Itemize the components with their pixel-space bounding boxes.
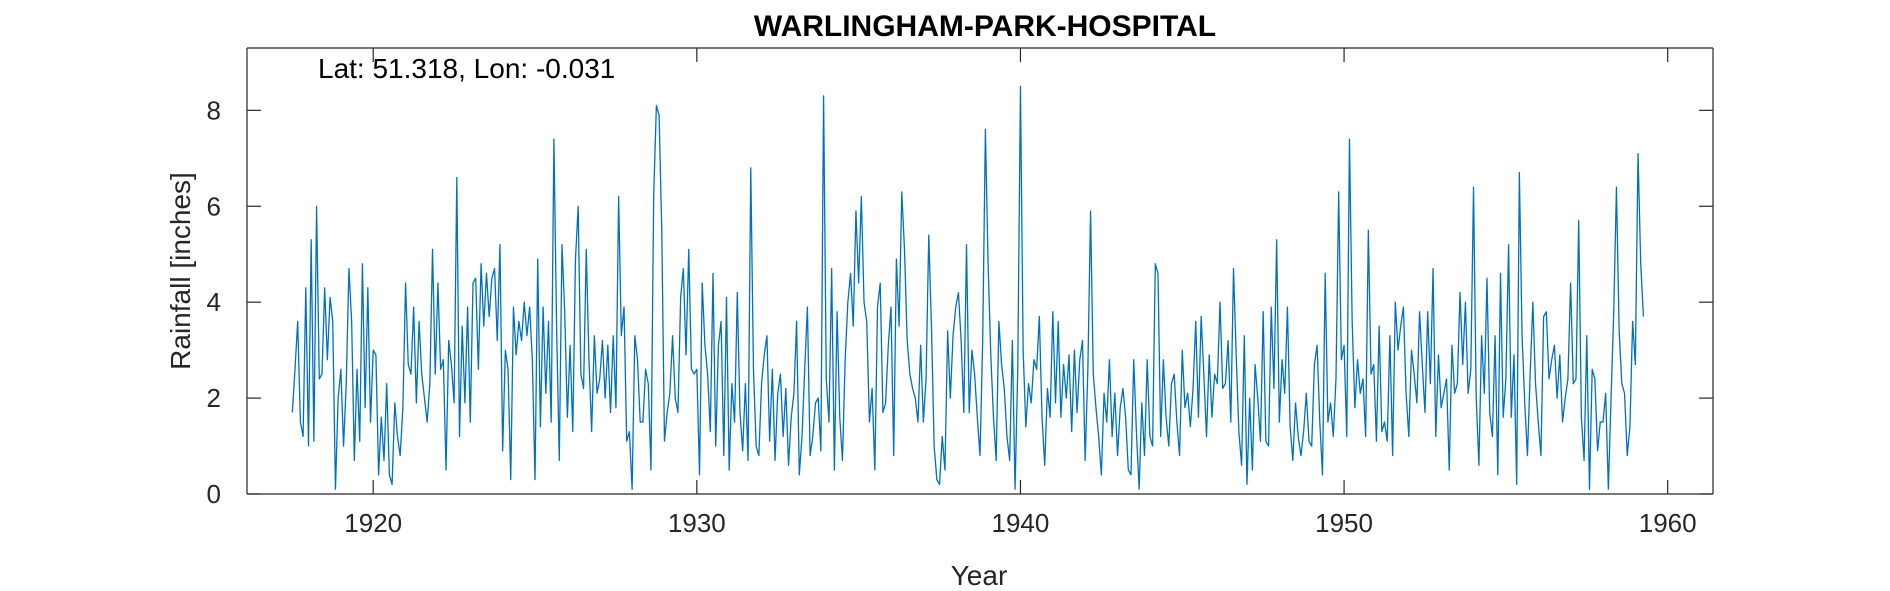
x-tick-label: 1920 bbox=[344, 508, 402, 538]
plot-area bbox=[247, 48, 1713, 494]
x-tick-label: 1960 bbox=[1639, 508, 1697, 538]
y-tick-label: 0 bbox=[207, 479, 221, 509]
x-tick-label: 1950 bbox=[1315, 508, 1373, 538]
y-axis-label: Rainfall [inches] bbox=[165, 172, 196, 370]
y-tick-label: 8 bbox=[207, 95, 221, 125]
location-annotation: Lat: 51.318, Lon: -0.031 bbox=[318, 53, 615, 84]
y-tick-label: 2 bbox=[207, 383, 221, 413]
x-axis-ticks: 1920 1930 1940 1950 1960 bbox=[344, 48, 1697, 538]
y-axis-ticks: 0 2 4 6 8 bbox=[207, 95, 1713, 509]
axes-frame bbox=[246, 47, 1714, 495]
x-tick-label: 1940 bbox=[992, 508, 1050, 538]
x-axis-label: Year bbox=[951, 560, 1008, 591]
y-tick-label: 6 bbox=[207, 191, 221, 221]
chart-title: WARLINGHAM-PARK-HOSPITAL bbox=[754, 10, 1216, 43]
y-tick-label: 4 bbox=[207, 287, 221, 317]
x-tick-label: 1930 bbox=[668, 508, 726, 538]
rainfall-series-line bbox=[291, 85, 1645, 490]
plot-background bbox=[247, 48, 1713, 494]
